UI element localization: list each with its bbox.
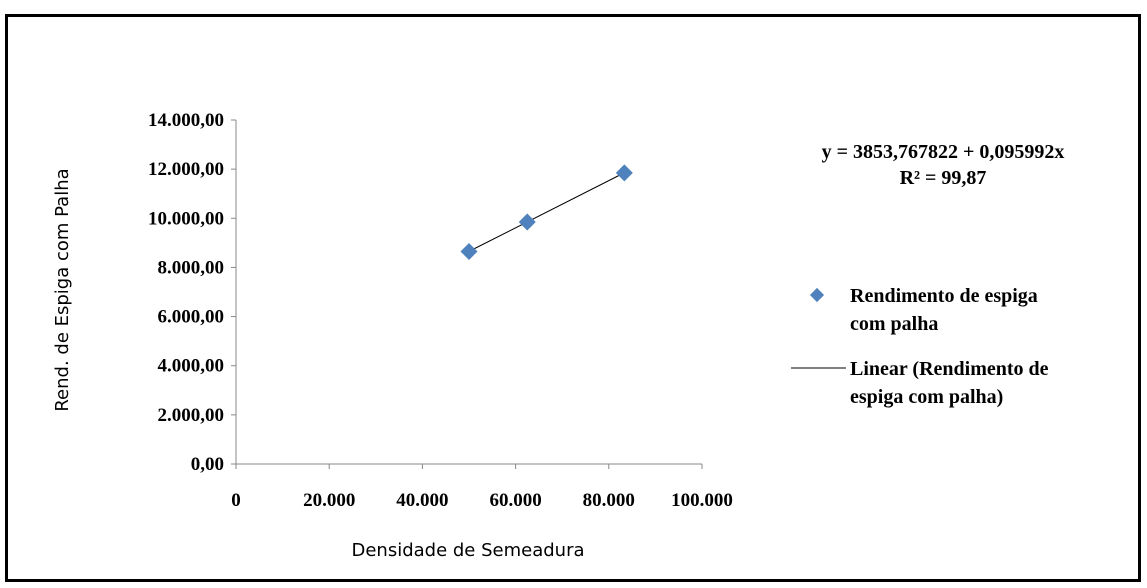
data-point — [615, 164, 633, 182]
trendline-equation: y = 3853,767822 + 0,095992x — [822, 141, 1065, 163]
y-tick-label: 4.000,00 — [158, 356, 225, 377]
y-tick-label: 0,00 — [191, 454, 224, 475]
y-axis-title: Rend. de Espiga com Palha — [52, 168, 73, 411]
y-tick-label: 6.000,00 — [158, 307, 225, 328]
y-tick-label: 2.000,00 — [158, 405, 225, 426]
chart-frame — [5, 14, 1141, 582]
y-tick-label: 14.000,00 — [148, 110, 224, 131]
legend-diamond-marker — [809, 287, 825, 303]
data-point — [460, 242, 478, 260]
y-tick-label: 10.000,00 — [148, 208, 224, 229]
legend-trend-label-line1: Linear (Rendimento de — [850, 358, 1049, 380]
data-point — [518, 213, 536, 231]
legend-trend-label-line2: espiga com palha) — [850, 386, 1003, 408]
points-group — [460, 164, 633, 260]
x-tick-label: 40.000 — [396, 490, 448, 511]
legend-series-label-line1: Rendimento de espiga — [850, 285, 1038, 307]
x-tick-label: 20.000 — [303, 490, 355, 511]
legend-series-label-line2: com palha — [850, 313, 938, 335]
trendline — [468, 172, 625, 252]
x-axis-title: Densidade de Semeadura — [351, 540, 584, 561]
legend: Rendimento de espiga com palha Linear (R… — [791, 285, 1049, 408]
x-tick-label: 80.000 — [583, 490, 635, 511]
x-tick-label: 0 — [231, 490, 241, 511]
y-tick-label: 12.000,00 — [148, 159, 224, 180]
x-ticks: 0 20.000 40.000 60.000 80.000 100.000 — [231, 464, 733, 511]
y-tick-label: 8.000,00 — [158, 257, 225, 278]
trendline-group — [468, 172, 625, 252]
x-tick-label: 100.000 — [671, 490, 733, 511]
y-ticks: 0,00 2.000,00 4.000,00 6.000,00 8.000,00 10.0… — [148, 110, 236, 475]
x-tick-label: 60.000 — [489, 490, 541, 511]
r-squared: R² = 99,87 — [900, 167, 987, 189]
axes — [235, 120, 702, 465]
